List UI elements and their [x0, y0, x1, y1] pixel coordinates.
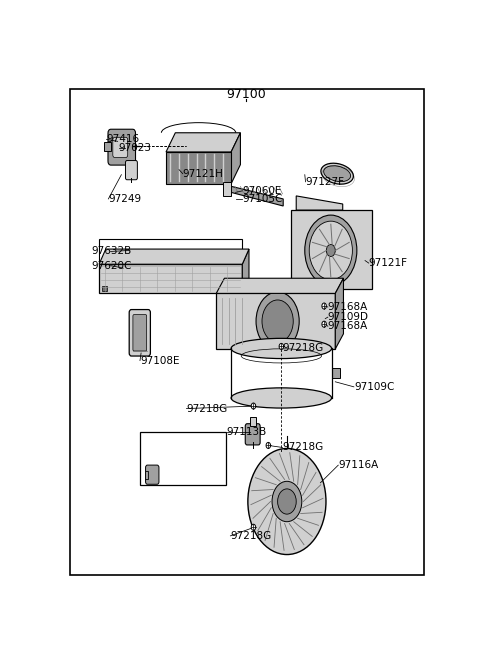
FancyBboxPatch shape: [125, 161, 137, 180]
Polygon shape: [135, 260, 142, 264]
Circle shape: [248, 449, 326, 554]
Circle shape: [262, 300, 293, 342]
Polygon shape: [150, 260, 157, 264]
FancyBboxPatch shape: [133, 315, 147, 351]
Polygon shape: [99, 249, 249, 264]
Bar: [145, 470, 148, 479]
Polygon shape: [173, 260, 180, 264]
FancyBboxPatch shape: [145, 465, 159, 484]
Polygon shape: [158, 260, 165, 264]
Bar: [140, 432, 226, 485]
Text: 97168A: 97168A: [328, 321, 368, 331]
Polygon shape: [231, 186, 283, 206]
Circle shape: [326, 245, 335, 256]
Polygon shape: [188, 260, 194, 264]
Bar: [223, 182, 231, 196]
Polygon shape: [296, 196, 343, 210]
Circle shape: [322, 321, 326, 327]
Polygon shape: [225, 260, 231, 264]
Polygon shape: [332, 368, 340, 378]
Circle shape: [305, 215, 357, 286]
Bar: [104, 142, 111, 151]
Text: 97218G: 97218G: [282, 442, 324, 453]
Text: 97218G: 97218G: [230, 531, 272, 541]
FancyBboxPatch shape: [245, 424, 260, 445]
Polygon shape: [231, 133, 240, 184]
Polygon shape: [217, 260, 224, 264]
Text: 97249: 97249: [108, 194, 142, 204]
Polygon shape: [165, 260, 172, 264]
Text: 97109C: 97109C: [354, 382, 394, 392]
Polygon shape: [195, 260, 202, 264]
Bar: [166, 152, 231, 184]
Text: 97127F: 97127F: [305, 176, 345, 187]
Text: A/CON): A/CON): [166, 448, 200, 457]
Text: 97632B: 97632B: [92, 247, 132, 256]
Text: 97620C: 97620C: [92, 260, 132, 271]
Text: 97218G: 97218G: [186, 403, 228, 413]
Polygon shape: [166, 133, 240, 152]
Text: 97023: 97023: [119, 144, 152, 154]
Ellipse shape: [231, 338, 332, 359]
Polygon shape: [232, 260, 239, 264]
Text: 97100: 97100: [226, 89, 266, 102]
Bar: [99, 239, 242, 264]
Circle shape: [266, 442, 271, 449]
Polygon shape: [216, 278, 344, 293]
Circle shape: [272, 482, 302, 522]
Bar: [234, 286, 240, 291]
Bar: [102, 286, 107, 291]
Circle shape: [309, 221, 352, 279]
Text: (FULL AUTO: (FULL AUTO: [155, 438, 211, 446]
Bar: [250, 417, 256, 426]
Polygon shape: [242, 249, 249, 293]
Polygon shape: [210, 260, 216, 264]
Text: 97060E: 97060E: [242, 186, 282, 196]
Polygon shape: [113, 260, 120, 264]
Circle shape: [251, 524, 256, 530]
Text: 97218G: 97218G: [282, 344, 324, 354]
Polygon shape: [106, 260, 112, 264]
Text: 97176E: 97176E: [168, 469, 204, 478]
Text: 97113B: 97113B: [227, 427, 267, 438]
Polygon shape: [143, 260, 150, 264]
Text: 97121H: 97121H: [183, 169, 224, 178]
Bar: [290, 210, 372, 289]
Text: 97121F: 97121F: [369, 258, 408, 268]
Text: 97116A: 97116A: [338, 460, 379, 470]
Polygon shape: [203, 260, 209, 264]
Text: 97109D: 97109D: [328, 312, 369, 322]
Ellipse shape: [321, 163, 353, 184]
Ellipse shape: [231, 388, 332, 408]
Polygon shape: [128, 260, 135, 264]
Polygon shape: [120, 260, 127, 264]
Text: 97168A: 97168A: [328, 302, 368, 312]
Text: 97108E: 97108E: [140, 356, 180, 365]
Circle shape: [279, 343, 284, 350]
FancyBboxPatch shape: [113, 137, 128, 157]
Text: 97105C: 97105C: [242, 194, 283, 205]
Bar: [99, 264, 242, 293]
Polygon shape: [180, 260, 187, 264]
Ellipse shape: [324, 166, 350, 182]
Circle shape: [256, 292, 299, 350]
Text: 97416: 97416: [107, 134, 140, 144]
Polygon shape: [335, 278, 344, 349]
Circle shape: [322, 303, 326, 309]
FancyBboxPatch shape: [108, 129, 135, 165]
Circle shape: [251, 403, 256, 409]
Bar: [216, 293, 335, 349]
Circle shape: [277, 489, 296, 514]
FancyBboxPatch shape: [129, 310, 150, 356]
